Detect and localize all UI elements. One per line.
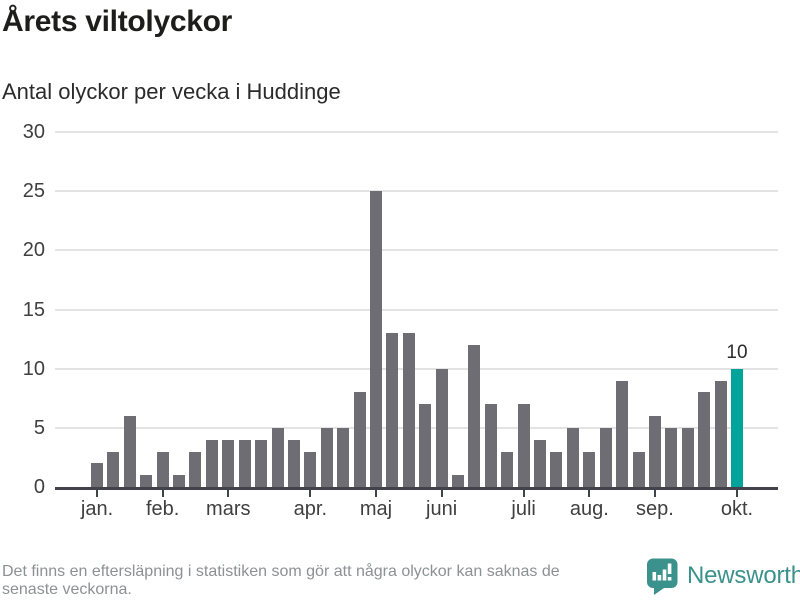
bar-week-28 [534,439,547,487]
x-axis-label-juli: juli [511,498,536,520]
x-axis-label-juni: juni [426,498,458,520]
x-axis-line [55,487,778,490]
x-tick-maj [374,488,377,497]
y-axis-label-15: 15 [22,298,45,321]
bar-week-37 [681,427,694,487]
bar-week-25 [484,404,497,487]
y-gridline-15 [55,308,778,311]
bar-chart-plot: jan. feb. mars apr. maj juni juli aug. sep. okt. 1… [55,131,778,520]
x-tick-juni [440,488,443,497]
bar-week-22 [435,368,448,487]
bar-week-14 [304,451,317,487]
bar-week-19 [386,333,399,487]
bar-week-1 [91,463,103,487]
bar-week-32 [599,427,612,487]
x-tick-aug [588,488,591,497]
x-axis-label-maj: maj [359,498,393,520]
bar-week-4 [140,475,153,487]
x-axis-label-jan: jan. [80,498,114,520]
x-tick-sep [653,488,656,497]
y-gridline-25 [55,190,778,193]
bar-week-31 [583,451,596,487]
bar-week-8 [205,439,218,487]
bar-week-30 [566,427,579,487]
bar-week-39 [714,380,727,487]
chart-subtitle: Antal olyckor per vecka i Huddinge [2,79,341,104]
bar-week-27 [517,404,530,487]
x-axis-label-aug: aug. [569,498,609,520]
footer-note: Det finns en eftersläpning i statistiken… [2,563,560,598]
y-axis-label-5: 5 [33,416,45,439]
bar-week-15 [320,427,333,487]
newsworthy-logo: Newsworthy [647,558,800,595]
chart-title: Årets viltolyckor [2,5,232,38]
y-axis-label-20: 20 [22,239,45,262]
x-axis-label-okt: okt. [720,498,754,520]
y-gridline-30 [55,131,778,133]
x-axis-label-feb: feb. [145,498,180,520]
bar-week-38 [698,392,711,487]
bar-week-3 [123,416,136,487]
bar-week-11 [255,439,268,487]
bar-week-13 [287,439,300,487]
bar-week-33 [616,380,629,487]
y-axis-label-0: 0 [33,476,45,498]
bar-week-6 [173,475,186,487]
newsworthy-wordmark: Newsworthy [687,562,800,589]
bar-week-40-highlight [730,368,743,487]
x-tick-mars [227,488,230,497]
y-axis-labels: 0 5 10 15 20 25 30 [0,121,45,498]
y-axis-label-25: 25 [22,180,45,203]
y-gridline-5 [55,426,778,429]
bar-week-17 [353,392,366,487]
x-tick-jan [96,488,98,497]
bar-week-5 [156,451,169,487]
bar-week-29 [550,451,563,487]
x-axis-label-sep: sep. [636,498,674,520]
bar-week-21 [419,404,432,487]
bar-week-34 [632,451,645,487]
y-axis-label-10: 10 [22,357,45,380]
bar-week-10 [238,439,251,487]
bar-week-20 [402,333,415,487]
y-gridline-20 [55,249,778,252]
bar-week-23 [452,475,465,487]
bar-week-26 [501,451,514,487]
bar-week-9 [222,439,235,487]
bar-week-24 [468,345,481,487]
x-tick-feb [161,488,164,497]
x-tick-okt [735,488,738,497]
x-tick-juli [522,488,525,497]
y-gridline-10 [55,367,778,370]
newsworthy-bubble-chart-icon [647,558,678,595]
bar-week-35 [648,416,661,487]
bar-week-16 [337,427,350,487]
bar-week-36 [665,427,678,487]
x-axis-label-mars: mars [206,498,251,520]
bar-week-18 [369,191,382,487]
x-tick-apr [309,488,312,497]
highlight-value-label: 10 [726,341,748,363]
x-axis-label-apr: apr. [293,498,327,520]
bar-week-2 [107,451,120,487]
y-axis-label-30: 30 [22,121,45,143]
bar-week-7 [189,451,202,487]
bar-week-12 [271,427,284,487]
